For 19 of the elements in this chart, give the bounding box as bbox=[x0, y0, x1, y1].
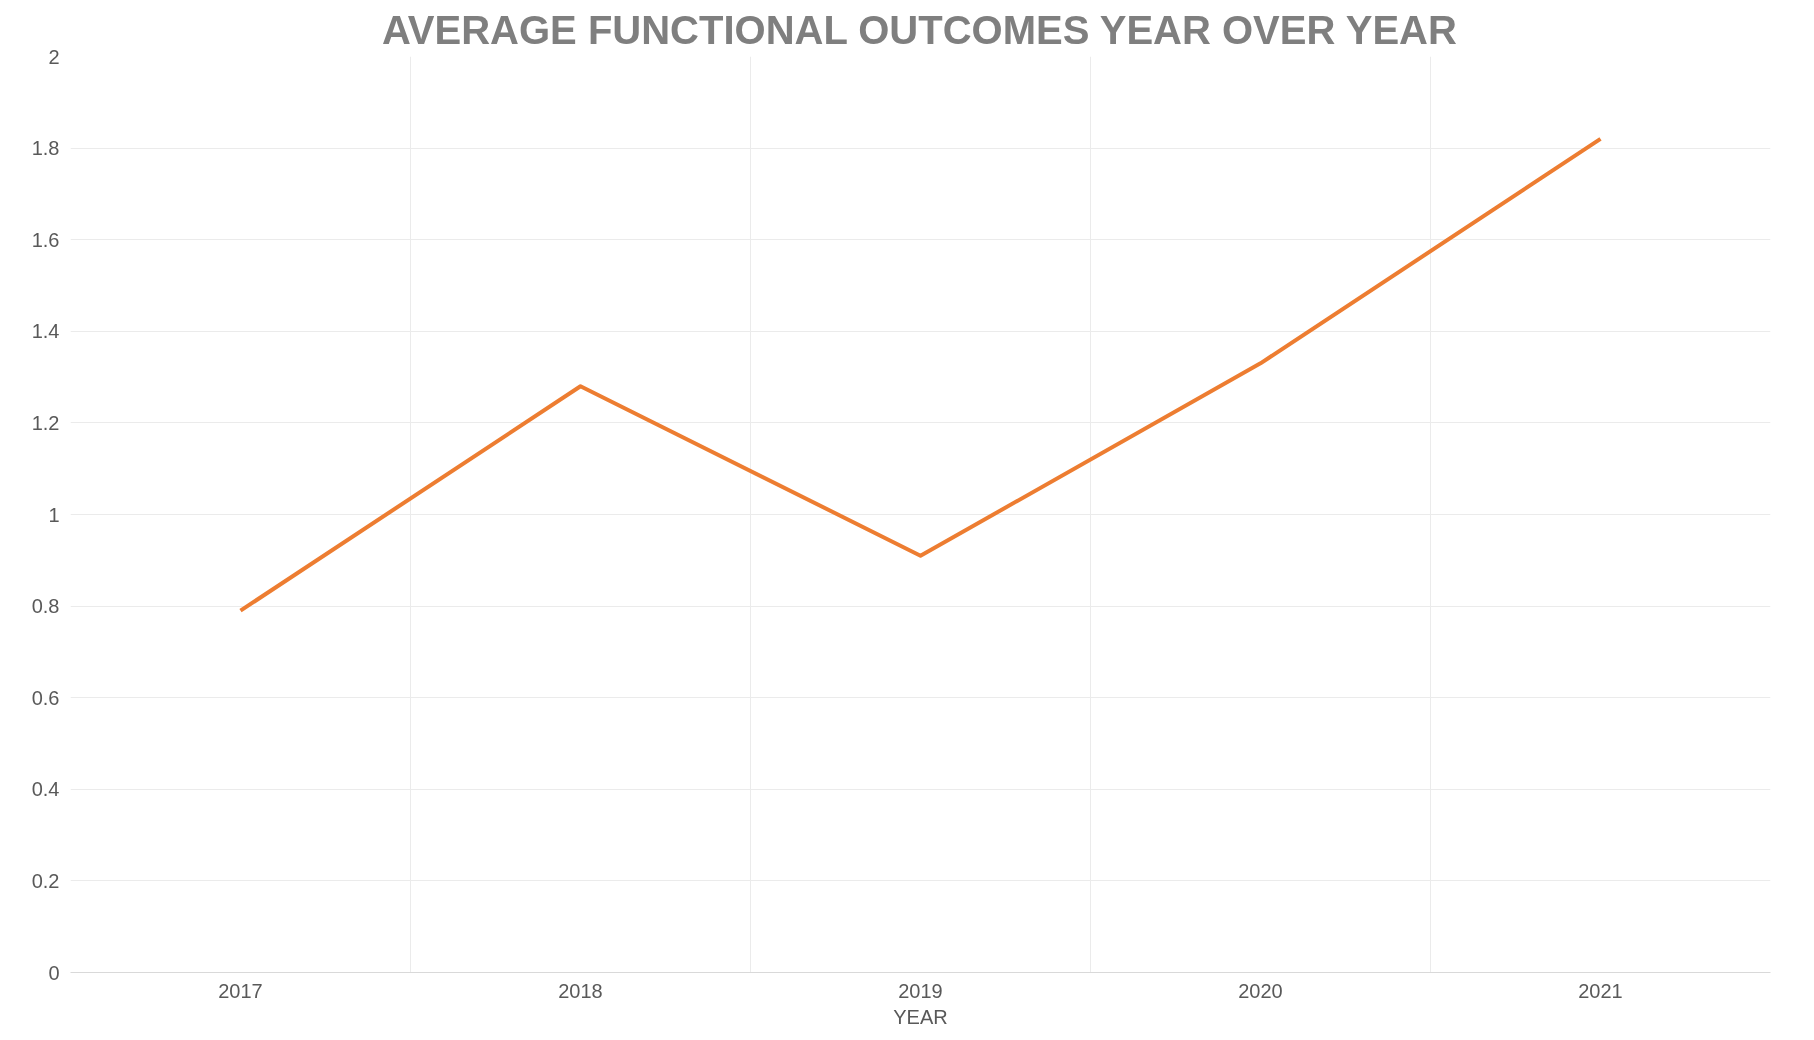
x-tick-label: 2017 bbox=[218, 979, 263, 1002]
chart-title: AVERAGE FUNCTIONAL OUTCOMES YEAR OVER YEAR bbox=[381, 7, 1457, 52]
y-tick-label: 0.4 bbox=[31, 778, 60, 801]
y-tick-label: 2 bbox=[48, 45, 60, 68]
x-axis-title: YEAR bbox=[893, 1005, 948, 1028]
line-series bbox=[238, 136, 1603, 613]
y-tick-label: 1 bbox=[48, 503, 60, 526]
y-tick-label: 0.6 bbox=[31, 686, 60, 709]
y-tick-label: 0.8 bbox=[31, 595, 60, 618]
y-tick-label: 1.4 bbox=[31, 320, 60, 343]
x-tick-label: 2018 bbox=[558, 979, 603, 1002]
x-tick-label: 2019 bbox=[898, 979, 943, 1002]
x-tick-label: 2020 bbox=[1238, 979, 1283, 1002]
y-tick-label: 1.6 bbox=[31, 228, 60, 251]
x-tick-label: 2021 bbox=[1578, 979, 1623, 1002]
y-tick-label: 1.8 bbox=[31, 137, 60, 160]
y-tick-label: 0 bbox=[48, 961, 60, 984]
y-tick-label: 0.2 bbox=[31, 869, 60, 892]
y-tick-label: 1.2 bbox=[31, 411, 60, 434]
